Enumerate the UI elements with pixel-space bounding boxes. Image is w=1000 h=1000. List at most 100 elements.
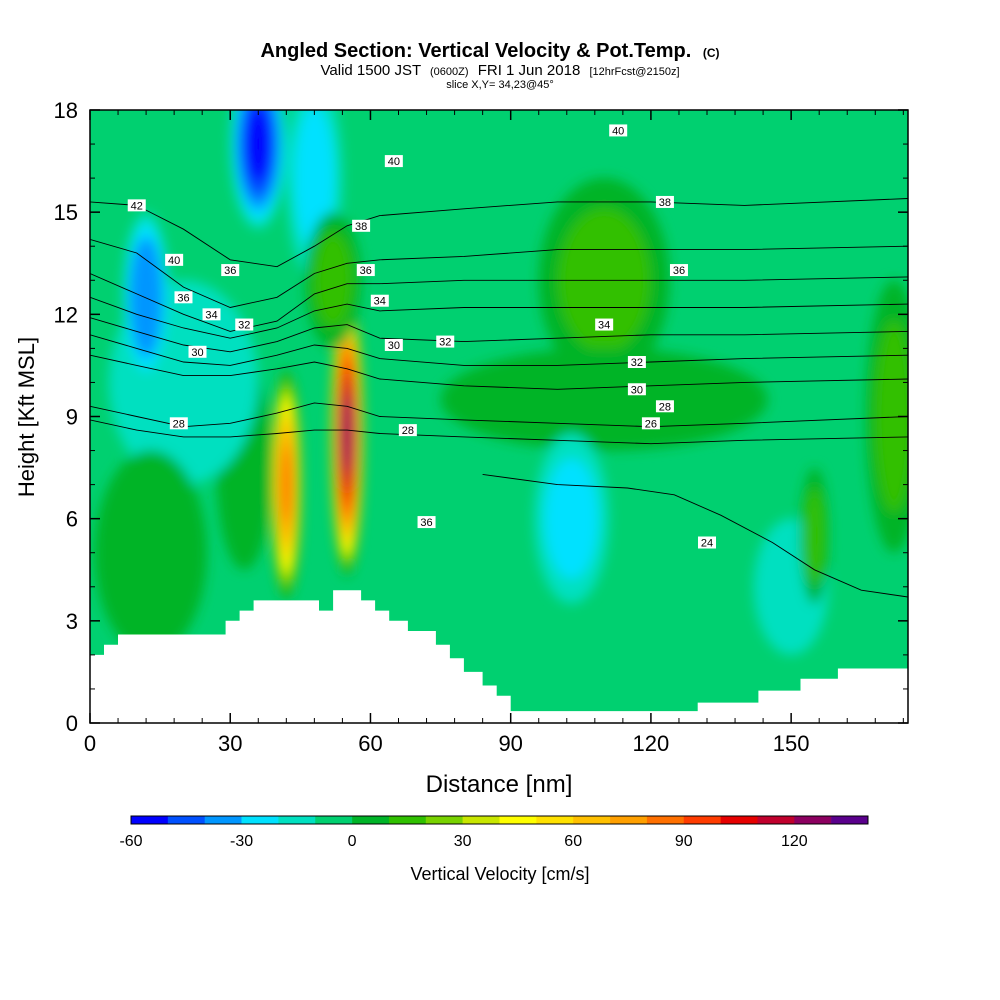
contour-label-text: 36 bbox=[177, 292, 189, 304]
contour-label-box bbox=[436, 335, 455, 348]
colorbar-swatch bbox=[646, 816, 685, 824]
x-tick-label: 150 bbox=[773, 731, 810, 756]
contour-label: 42 bbox=[127, 199, 146, 212]
contour-label: 34 bbox=[595, 318, 614, 332]
contour-label-box bbox=[641, 417, 660, 430]
contour-label-text: 40 bbox=[612, 125, 624, 137]
velocity-band bbox=[342, 393, 352, 474]
subtitle-fcst: [12hrFcst@2150z] bbox=[589, 66, 679, 78]
velocity-cell bbox=[122, 212, 170, 383]
theta-contour-26 bbox=[90, 419, 908, 445]
contour-label-box bbox=[127, 199, 146, 212]
contour-label: 30 bbox=[384, 338, 403, 352]
contour-label-box bbox=[417, 516, 436, 529]
contour-label-text: 38 bbox=[355, 221, 367, 233]
theta-contour-32 bbox=[90, 334, 908, 366]
contour-label-box bbox=[165, 253, 184, 266]
contour-label-text: 30 bbox=[388, 340, 400, 352]
contour-label-box bbox=[595, 318, 614, 331]
contour-label-box bbox=[398, 424, 417, 437]
contour-label: 32 bbox=[235, 318, 254, 332]
contour-label-text: 38 bbox=[659, 197, 671, 209]
velocity-band bbox=[804, 487, 825, 584]
velocity-cell bbox=[330, 290, 364, 577]
y-tick-label: 12 bbox=[54, 302, 78, 327]
contour-label-box bbox=[609, 124, 628, 137]
colorbar-swatch bbox=[720, 816, 758, 824]
chart-title-mark: (C) bbox=[703, 46, 720, 60]
theta-contour-40 bbox=[90, 238, 908, 308]
colorbar-swatch bbox=[831, 816, 869, 824]
contour-label: 36 bbox=[221, 264, 240, 277]
colorbar-tick-label: 30 bbox=[454, 833, 472, 850]
velocity-band bbox=[281, 446, 292, 524]
theta-contours bbox=[90, 198, 908, 598]
contour-label: 30 bbox=[627, 383, 646, 396]
contour-label: 24 bbox=[698, 536, 717, 550]
contour-label: 30 bbox=[188, 345, 207, 359]
contour-label-box bbox=[627, 383, 646, 396]
theta-contour-34 bbox=[90, 317, 908, 353]
velocity-band bbox=[874, 320, 908, 513]
contour-label-box bbox=[698, 536, 717, 549]
contour-label: 32 bbox=[436, 335, 455, 349]
colorbar-swatch bbox=[278, 816, 316, 824]
contour-label: 32 bbox=[627, 356, 646, 369]
velocity-cell bbox=[534, 433, 609, 604]
colorbar-swatch bbox=[425, 816, 463, 824]
contour-label-text: 40 bbox=[388, 156, 400, 168]
contour-label-text: 32 bbox=[238, 320, 250, 332]
contour-label-text: 30 bbox=[631, 384, 643, 396]
contour-label: 28 bbox=[169, 417, 188, 430]
theta-contour-42 bbox=[90, 198, 908, 268]
colorbar-swatch bbox=[683, 816, 721, 824]
theta-contour-36 bbox=[90, 296, 908, 339]
contour-label-text: 30 bbox=[191, 347, 203, 359]
colorbar-tick-label: 90 bbox=[675, 833, 693, 850]
x-tick-label: 0 bbox=[84, 731, 96, 756]
colorbar-swatch bbox=[462, 816, 500, 824]
x-tick-label: 60 bbox=[358, 731, 382, 756]
velocity-band bbox=[294, 110, 335, 251]
contour-label-text: 42 bbox=[131, 200, 143, 212]
chart-title-group: Angled Section: Vertical Velocity & Pot.… bbox=[260, 40, 719, 91]
contour-label-box bbox=[202, 308, 221, 321]
contour-label-box bbox=[221, 264, 240, 277]
contour-label: 40 bbox=[165, 253, 184, 267]
theta-contour-38 bbox=[90, 273, 908, 332]
y-axis-label: Height [Kft MSL] bbox=[14, 337, 39, 497]
velocity-band bbox=[245, 110, 271, 183]
colorbar-tick-label: -60 bbox=[119, 833, 142, 850]
subtitle-valid: Valid 1500 JST bbox=[321, 62, 421, 79]
theta-contour-24 bbox=[482, 473, 908, 598]
slice-label: slice X,Y= 34,23@45° bbox=[446, 79, 554, 91]
velocity-field bbox=[94, 110, 908, 655]
y-tick-label: 6 bbox=[66, 507, 78, 532]
colorbar-swatch bbox=[573, 816, 611, 824]
colorbar-tick-label: -30 bbox=[230, 833, 253, 850]
contour-label-box bbox=[384, 155, 403, 168]
contour-label: 38 bbox=[352, 219, 371, 233]
contour-label-box bbox=[356, 264, 375, 277]
colorbar-swatch bbox=[536, 816, 574, 824]
colorbar-swatch bbox=[610, 816, 648, 824]
contour-label: 36 bbox=[356, 264, 375, 277]
theta-contour-30 bbox=[90, 354, 908, 390]
contour-label-text: 32 bbox=[631, 357, 643, 369]
contour-label-text: 34 bbox=[205, 309, 217, 321]
colorbar-swatch bbox=[131, 816, 169, 824]
y-tick-label: 18 bbox=[54, 98, 78, 123]
velocity-band bbox=[94, 450, 207, 655]
contour-label-text: 34 bbox=[598, 320, 610, 332]
contour-label-text: 26 bbox=[645, 418, 657, 430]
contour-label-box bbox=[627, 356, 646, 369]
y-tick-label: 9 bbox=[66, 405, 78, 430]
contour-label-box bbox=[370, 294, 389, 307]
contour-label: 36 bbox=[669, 264, 688, 277]
contour-label-text: 36 bbox=[224, 265, 236, 277]
contour-label-text: 28 bbox=[402, 425, 414, 437]
contour-label: 36 bbox=[417, 516, 436, 529]
subtitle-utc: (0600Z) bbox=[430, 66, 469, 78]
